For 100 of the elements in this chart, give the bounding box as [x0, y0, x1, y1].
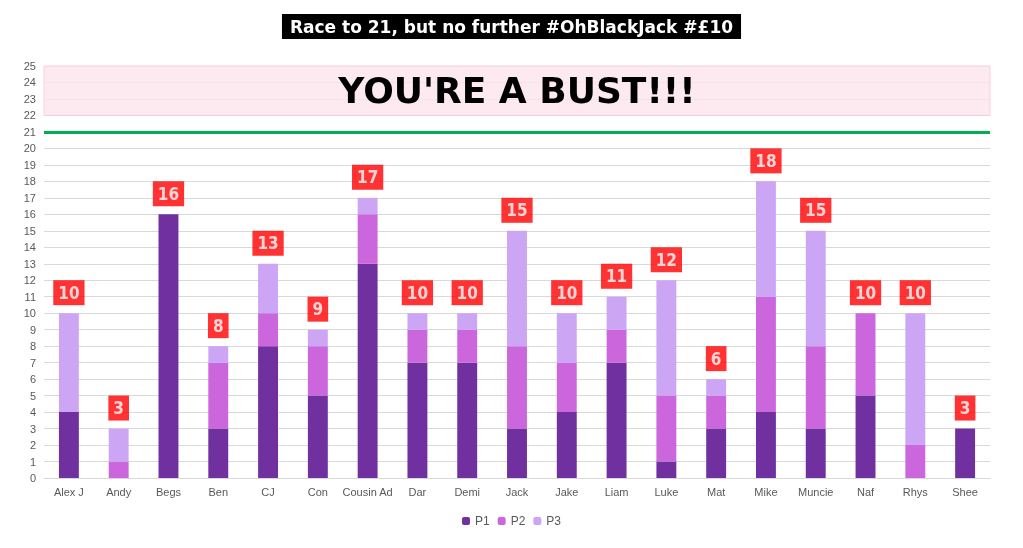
bar — [706, 379, 727, 396]
bar — [407, 329, 428, 363]
total-label: 13 — [257, 233, 279, 254]
y-tick-label: 18 — [23, 175, 36, 188]
x-tick-label: Begs — [155, 485, 182, 498]
x-tick-label: Jack — [505, 485, 529, 498]
bar — [556, 412, 577, 478]
bar — [307, 329, 328, 347]
total-label: 6 — [710, 348, 722, 369]
bar — [955, 428, 976, 478]
bar — [805, 230, 826, 347]
x-tick-label: Muncie — [798, 485, 834, 498]
y-tick-label: 11 — [24, 290, 36, 303]
y-tick-label: 7 — [29, 356, 36, 369]
bar — [407, 362, 428, 478]
bar — [507, 230, 527, 347]
bar — [606, 296, 627, 330]
chart-title: Race to 21, but no further #OhBlackJack #£10 — [289, 16, 734, 37]
x-tick-label: Cousin Ad — [342, 485, 393, 498]
bar — [457, 362, 478, 478]
bar — [58, 313, 79, 413]
x-tick-label: Ben — [208, 485, 229, 498]
y-tick-label: 9 — [29, 323, 36, 336]
bar — [606, 362, 627, 478]
bar — [805, 428, 826, 478]
bar — [407, 313, 428, 330]
x-tick-label: CJ — [261, 485, 275, 498]
bar — [556, 313, 577, 363]
total-label: 10 — [58, 282, 80, 303]
y-tick-label: 12 — [23, 274, 36, 287]
bar — [258, 313, 279, 347]
bar — [208, 362, 229, 429]
bar — [855, 313, 876, 396]
y-tick-label: 23 — [23, 92, 36, 105]
total-label: 17 — [356, 167, 379, 188]
bar — [357, 214, 378, 264]
total-label: 10 — [904, 282, 926, 303]
bar — [556, 362, 577, 413]
total-label: 10 — [456, 282, 478, 303]
total-label: 10 — [854, 282, 877, 303]
y-tick-label: 4 — [29, 406, 36, 419]
bar — [457, 313, 478, 330]
bar — [108, 428, 129, 462]
bar — [755, 181, 776, 297]
bar — [706, 395, 727, 429]
x-tick-label: Demi — [454, 485, 481, 498]
total-label: 12 — [655, 249, 678, 270]
x-tick-label: Con — [307, 485, 328, 498]
bar — [307, 346, 328, 396]
y-tick-label: 1 — [29, 455, 36, 468]
bar — [755, 412, 776, 478]
total-label: 3 — [959, 398, 971, 419]
legend-label: P1 — [474, 514, 490, 528]
y-tick-label: 5 — [29, 389, 36, 402]
legend-label: P2 — [510, 514, 526, 528]
total-label: 8 — [212, 315, 224, 336]
x-tick-label: Alex J — [53, 485, 84, 498]
bar — [507, 428, 527, 478]
x-tick-label: Naf — [856, 485, 876, 498]
y-tick-label: 8 — [29, 340, 36, 353]
bar — [58, 412, 79, 478]
x-tick-label: Mat — [706, 485, 726, 498]
total-label: 15 — [805, 200, 827, 221]
total-label: 16 — [157, 183, 180, 204]
y-tick-label: 2 — [29, 439, 36, 452]
bar — [905, 445, 926, 478]
bar — [706, 428, 727, 478]
y-tick-label: 15 — [23, 224, 36, 237]
band-label: YOU'RE A BUST!!! — [337, 70, 696, 112]
bar — [208, 346, 229, 363]
x-tick-label: Jake — [555, 485, 579, 498]
total-label: 11 — [605, 266, 628, 287]
total-label: 10 — [406, 282, 429, 303]
y-tick-label: 0 — [29, 472, 36, 484]
bar — [357, 263, 378, 478]
bar — [855, 395, 876, 478]
y-tick-label: 19 — [23, 158, 36, 171]
y-tick-label: 3 — [29, 422, 36, 435]
bar — [805, 346, 826, 429]
x-tick-label: Shee — [952, 485, 978, 498]
bar — [656, 280, 677, 396]
y-tick-label: 25 — [23, 60, 36, 72]
bar — [258, 263, 279, 314]
bar — [755, 296, 776, 413]
bar — [606, 329, 627, 363]
bar — [258, 346, 279, 478]
x-tick-label: Dar — [408, 485, 427, 498]
total-label: 18 — [755, 150, 777, 171]
total-label: 9 — [312, 299, 324, 320]
legend-label: P3 — [546, 514, 562, 528]
x-tick-label: Luke — [654, 485, 679, 498]
total-label: 10 — [556, 282, 578, 303]
y-tick-label: 21 — [23, 125, 36, 138]
y-tick-label: 22 — [23, 109, 36, 122]
bar — [208, 428, 229, 478]
y-tick-label: 17 — [23, 191, 36, 204]
y-tick-label: 10 — [23, 307, 36, 320]
x-tick-label: Mike — [754, 485, 778, 498]
x-tick-label: Andy — [106, 485, 132, 498]
bar — [905, 313, 926, 446]
